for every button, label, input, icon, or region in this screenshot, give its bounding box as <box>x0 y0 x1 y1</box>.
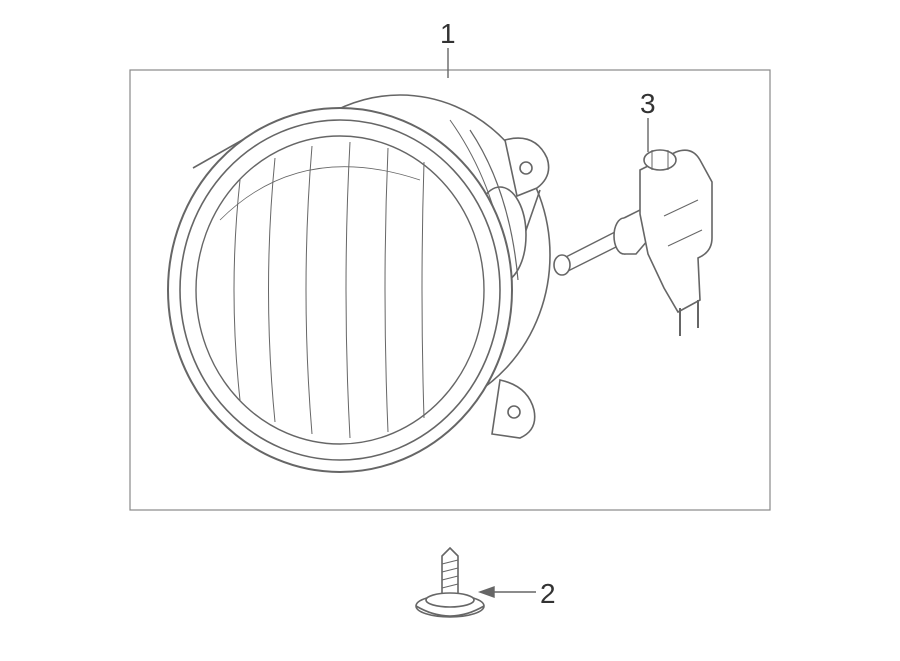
fog-lamp-lens <box>168 108 512 472</box>
mounting-screw <box>416 548 484 617</box>
callout-2-arrow <box>480 587 536 597</box>
callout-label-3: 3 <box>640 88 656 120</box>
diagram-svg <box>0 0 900 661</box>
diagram-canvas: 1 3 2 <box>0 0 900 661</box>
callout-label-1: 1 <box>440 18 456 50</box>
callout-label-2: 2 <box>540 578 556 610</box>
bulb-socket-assembly <box>554 150 712 336</box>
